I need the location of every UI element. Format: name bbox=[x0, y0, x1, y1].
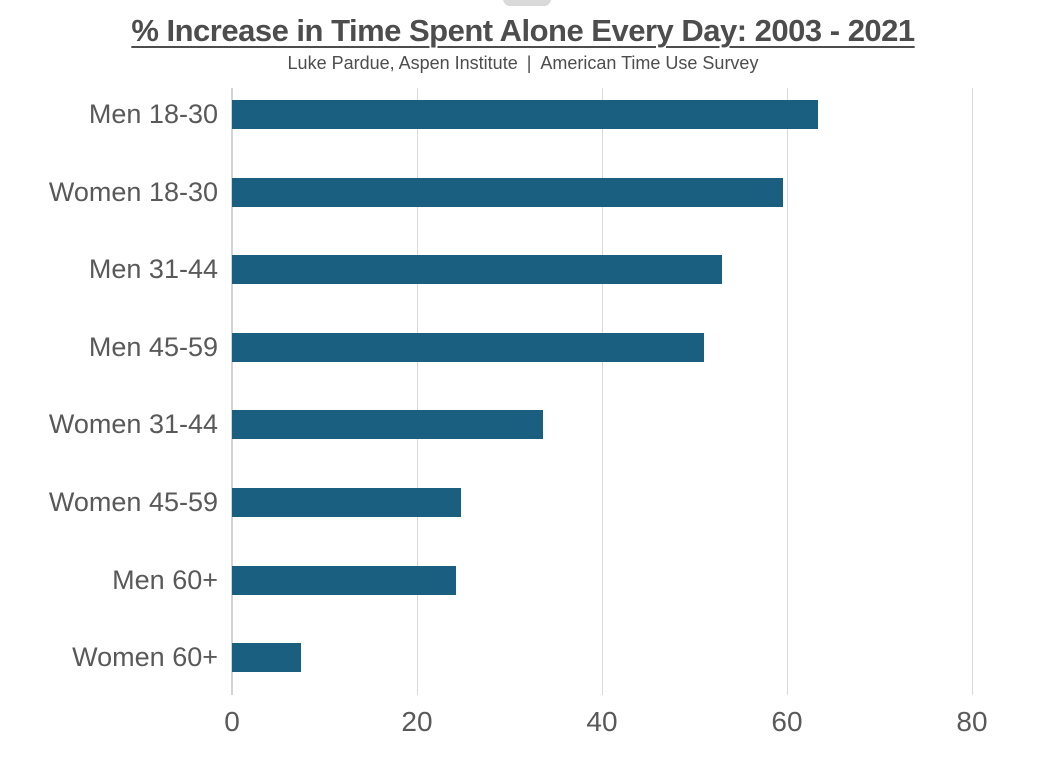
chart-subtitle: Luke Pardue, Aspen Institute | American … bbox=[287, 53, 759, 73]
chart-title: % Increase in Time Spent Alone Every Day… bbox=[131, 13, 915, 48]
bar bbox=[232, 643, 302, 673]
category-label: Men 18-30 bbox=[88, 99, 218, 129]
gridline-x-60 bbox=[787, 88, 788, 695]
category-label: Women 31-44 bbox=[48, 409, 218, 440]
bar bbox=[232, 488, 462, 517]
x-tick-label-20: 20 bbox=[401, 706, 433, 737]
gridline-x-80 bbox=[972, 88, 973, 695]
category-label: Men 60+ bbox=[112, 564, 218, 595]
bar bbox=[232, 100, 819, 129]
x-tick-label-80: 80 bbox=[956, 706, 988, 737]
bar bbox=[232, 565, 456, 595]
category-label: Women 18-30 bbox=[48, 176, 218, 207]
gridline-x-0 bbox=[231, 88, 233, 695]
x-tick-label-0: 0 bbox=[224, 706, 240, 737]
bar bbox=[232, 255, 723, 285]
category-label: Men 31-44 bbox=[88, 254, 218, 285]
x-tick-label-40: 40 bbox=[586, 706, 618, 737]
bar bbox=[232, 332, 704, 362]
bar bbox=[232, 410, 543, 440]
gridline-x-40 bbox=[602, 88, 603, 695]
bar bbox=[232, 177, 784, 207]
category-label: Women 45-59 bbox=[48, 487, 218, 517]
category-label: Women 60+ bbox=[72, 642, 218, 673]
category-label: Men 45-59 bbox=[88, 331, 218, 362]
window-handle-fragment bbox=[503, 0, 551, 6]
gridline-x-20 bbox=[417, 88, 418, 695]
x-tick-label-60: 60 bbox=[771, 706, 803, 737]
